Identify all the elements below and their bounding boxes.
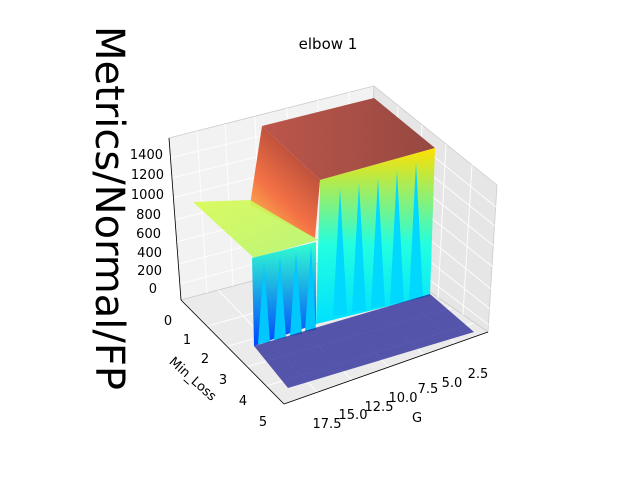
x-tick-label: 15.0 — [339, 408, 368, 423]
surface-floor — [254, 294, 474, 388]
spike — [274, 256, 286, 340]
y-axis-label: Min_Loss — [166, 354, 219, 404]
z-tick-label: 200 — [137, 264, 162, 279]
x-axis: 2.5 5.0 7.5 10.0 12.5 15.0 17.5 — [283, 331, 489, 432]
spike — [352, 183, 366, 312]
x-tick-label: 5.0 — [442, 376, 463, 391]
y-axis: 0 1 2 3 4 5 — [164, 299, 285, 430]
y-tick-label: 5 — [259, 415, 267, 430]
spike — [290, 252, 302, 336]
y-tick-label: 1 — [183, 333, 191, 348]
spike — [371, 178, 385, 308]
z-tick-label: 400 — [137, 246, 162, 261]
x-tick-label: 17.5 — [313, 417, 342, 432]
spike — [305, 246, 316, 332]
x-axis-label: G — [412, 411, 422, 426]
surface-top-plateau — [262, 98, 435, 180]
z-tick-label: 1200 — [131, 168, 164, 183]
z-axis-line — [168, 137, 182, 301]
z-tick-label: 600 — [136, 227, 161, 242]
z-tick-label: 0 — [149, 282, 157, 297]
grid-line — [437, 143, 447, 299]
z-tick-label: 800 — [136, 208, 161, 223]
y-tick-label: 3 — [219, 373, 227, 388]
y-axis-line — [180, 299, 285, 405]
spike — [333, 188, 347, 316]
surface — [193, 98, 474, 388]
spike — [409, 162, 423, 300]
surface-yellow-green-shelf — [193, 200, 318, 258]
z-tick-label: 1400 — [130, 148, 163, 163]
x-tick-label: 2.5 — [468, 367, 489, 382]
spike — [390, 170, 404, 304]
x-tick-label: 7.5 — [418, 382, 439, 397]
y-tick-label: 0 — [164, 314, 172, 329]
x-axis-line — [283, 331, 489, 405]
surface-red-slope — [250, 126, 320, 238]
z-axis: 0 200 400 600 800 1000 1200 1400 — [130, 137, 182, 301]
grid-line — [462, 164, 473, 316]
spike — [258, 262, 270, 344]
z-axis-label: Metrics/Normal/FP — [86, 26, 132, 390]
x-tick-label: 10.0 — [389, 391, 418, 406]
chart-title: elbow 1 — [299, 35, 358, 53]
y-tick-label: 4 — [239, 394, 247, 409]
x-tick-label: 12.5 — [365, 400, 394, 415]
grid-line — [196, 130, 208, 294]
z-tick-label: 1000 — [131, 188, 164, 203]
surface-front-spikes — [258, 246, 316, 344]
surface-cliff-spikes — [333, 162, 423, 316]
y-tick-label: 2 — [201, 352, 209, 367]
